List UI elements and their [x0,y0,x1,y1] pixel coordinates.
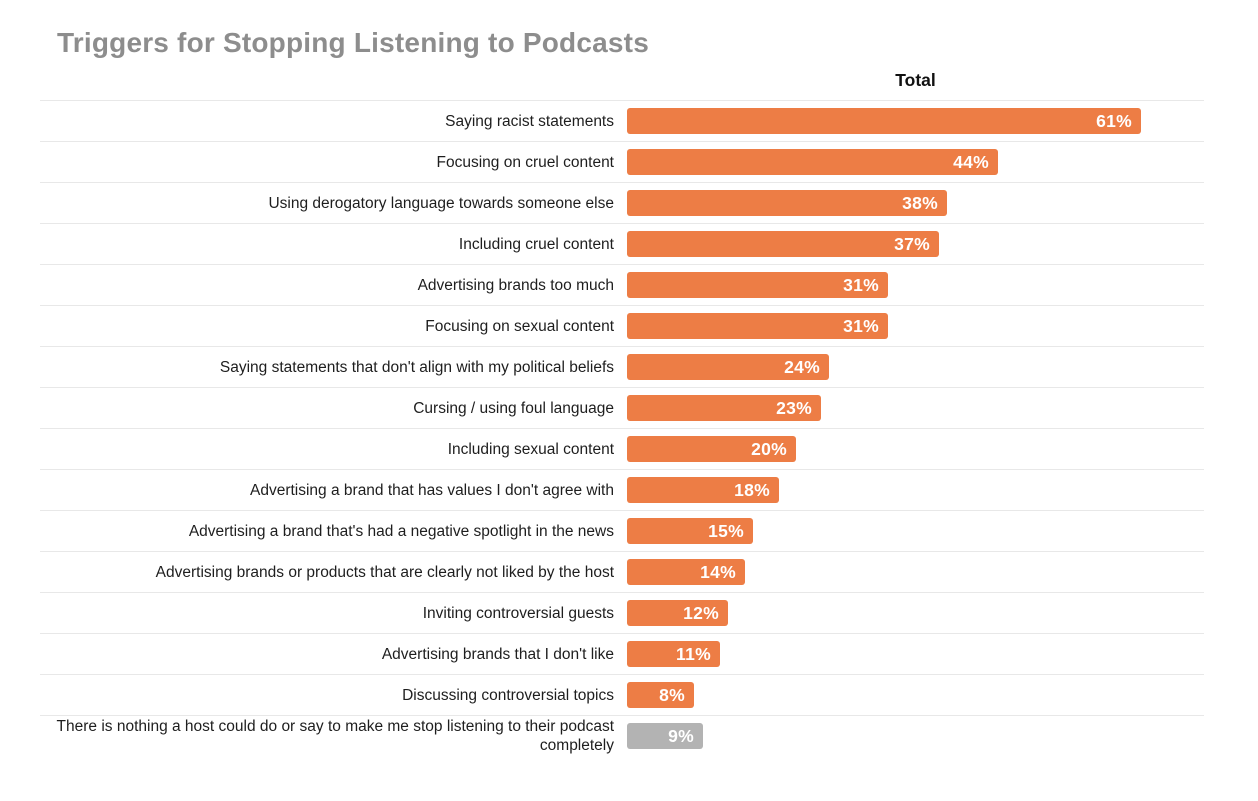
bar-track: 23% [627,395,1204,421]
chart-row: Advertising brands too much 31% [40,264,1204,305]
bar-track: 37% [627,231,1204,257]
category-label: Including cruel content [458,235,614,253]
podcast-triggers-chart: Triggers for Stopping Listening to Podca… [0,27,1258,756]
value-label: 38% [902,192,938,213]
category-label: There is nothing a host could do or say … [56,718,614,754]
category-label: Focusing on sexual content [425,317,614,335]
category-label: Cursing / using foul language [413,399,614,417]
chart-row: Saying statements that don't align with … [40,346,1204,387]
chart-row: Including sexual content 20% [40,428,1204,469]
value-label: 37% [894,233,930,254]
category-label: Discussing controversial topics [402,686,614,704]
bar: 31% [627,272,888,298]
category-label: Using derogatory language towards someon… [268,194,614,212]
bar: 14% [627,559,745,585]
bar-track: 38% [627,190,1204,216]
chart-row: Discussing controversial topics 8% [40,674,1204,715]
chart-row: Saying racist statements 61% [40,100,1204,141]
chart-row: Advertising brands that I don't like 11% [40,633,1204,674]
category-label: Advertising brands that I don't like [381,645,614,663]
column-header-row: Total [40,70,1204,100]
bar: 11% [627,641,720,667]
chart-row: Advertising brands or products that are … [40,551,1204,592]
bar-track: 14% [627,559,1204,585]
bar-track: 8% [627,682,1204,708]
bar: 44% [627,149,998,175]
chart-title: Triggers for Stopping Listening to Podca… [57,27,649,58]
bar-track: 24% [627,354,1204,380]
column-header-total: Total [895,70,936,90]
bar-track: 61% [627,108,1204,134]
chart-row: Cursing / using foul language 23% [40,387,1204,428]
bar: 23% [627,395,821,421]
category-label: Advertising a brand that has values I do… [250,481,614,499]
value-label: 18% [734,479,770,500]
bar: 20% [627,436,796,462]
chart-row: Inviting controversial guests 12% [40,592,1204,633]
category-label: Saying racist statements [445,112,614,130]
chart-row: Using derogatory language towards someon… [40,182,1204,223]
bar-track: 15% [627,518,1204,544]
bar-track: 20% [627,436,1204,462]
bar: 24% [627,354,829,380]
header-spacer [40,70,627,91]
bar: 15% [627,518,753,544]
bar-track: 18% [627,477,1204,503]
bar-track: 31% [627,272,1204,298]
bar: 9% [627,723,703,749]
bar-track: 31% [627,313,1204,339]
value-label: 12% [683,602,719,623]
bar: 12% [627,600,728,626]
bar: 61% [627,108,1141,134]
value-label: 31% [843,315,879,336]
bar: 31% [627,313,888,339]
chart-row: Focusing on cruel content 44% [40,141,1204,182]
chart-rows: Saying racist statements 61% Focusing on… [40,100,1204,756]
value-label: 31% [843,274,879,295]
value-label: 14% [700,561,736,582]
category-label: Focusing on cruel content [436,153,615,171]
bar-track: 12% [627,600,1204,626]
bar-track: 44% [627,149,1204,175]
bar: 8% [627,682,694,708]
bar-track: 11% [627,641,1204,667]
category-label: Inviting controversial guests [422,604,614,622]
chart-row: Including cruel content 37% [40,223,1204,264]
bar-track: 9% [627,723,1204,749]
bar: 18% [627,477,779,503]
value-label: 44% [953,151,989,172]
value-label: 20% [751,438,787,459]
chart-row: There is nothing a host could do or say … [40,715,1204,756]
chart-row: Advertising a brand that's had a negativ… [40,510,1204,551]
value-label: 61% [1096,110,1132,131]
chart-row: Advertising a brand that has values I do… [40,469,1204,510]
value-label: 11% [676,643,711,664]
value-label: 24% [784,356,820,377]
category-label: Advertising brands too much [417,276,614,294]
category-label: Advertising brands or products that are … [155,563,614,581]
value-label: 15% [708,520,744,541]
value-label: 23% [776,397,812,418]
bar: 38% [627,190,947,216]
bar: 37% [627,231,939,257]
value-label: 9% [668,725,694,746]
category-label: Advertising a brand that's had a negativ… [188,522,614,540]
category-label: Saying statements that don't align with … [219,358,614,376]
value-label: 8% [659,684,685,705]
chart-row: Focusing on sexual content 31% [40,305,1204,346]
category-label: Including sexual content [447,440,614,458]
